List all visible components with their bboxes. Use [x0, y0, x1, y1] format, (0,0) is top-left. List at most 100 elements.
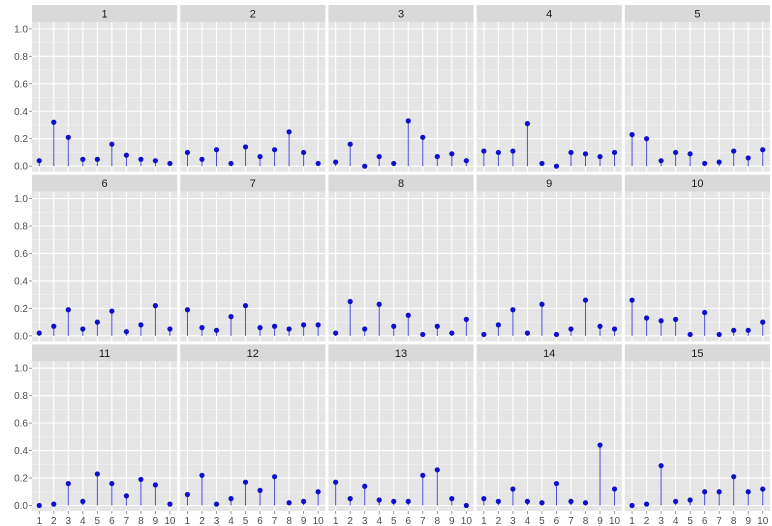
data-point — [405, 498, 411, 504]
data-point — [434, 153, 440, 160]
facet-strip-label: 12 — [247, 348, 259, 360]
data-point — [463, 158, 469, 164]
facet-panel-6: 6 0.0 0.2 0.4 0.6 0.8 1.0 — [14, 174, 178, 342]
facet-strip — [328, 5, 474, 22]
data-point — [362, 326, 368, 332]
data-point — [553, 163, 560, 169]
x-tick-label: 5 — [391, 516, 397, 526]
facet-strip-label: 5 — [694, 9, 700, 21]
data-point — [510, 148, 516, 154]
data-point — [333, 330, 339, 336]
data-point — [463, 316, 469, 322]
data-point — [184, 149, 191, 156]
data-point — [673, 316, 679, 322]
data-point — [495, 498, 501, 504]
x-tick-label: 5 — [243, 516, 249, 526]
data-point — [51, 501, 57, 507]
x-tick-label: 8 — [583, 516, 589, 526]
data-point — [347, 141, 353, 147]
x-tick-label: 1 — [333, 516, 339, 526]
y-tick-label: 0.4 — [14, 276, 28, 287]
panel-background — [180, 361, 326, 511]
data-point — [123, 493, 129, 499]
panel-background — [476, 191, 622, 342]
data-point — [36, 502, 42, 509]
data-point — [80, 498, 86, 504]
facet-panel-15: 15 1 2 3 4 5 6 7 8 9 10 — [624, 344, 770, 526]
x-tick-label: 6 — [554, 516, 560, 526]
y-tick-label: 1.0 — [14, 364, 28, 375]
panel-background — [32, 361, 178, 511]
data-point — [731, 327, 737, 333]
data-point — [481, 148, 487, 154]
data-point — [199, 472, 205, 478]
data-point — [658, 318, 664, 324]
data-point — [539, 500, 545, 506]
data-point — [286, 500, 292, 506]
panel-background — [624, 22, 770, 172]
data-point — [510, 307, 516, 313]
facet-strip-label: 11 — [99, 348, 110, 360]
y-tick-label: 1.0 — [14, 194, 28, 205]
y-tick-label: 0.2 — [14, 134, 28, 145]
data-point — [716, 489, 722, 495]
data-point — [65, 134, 71, 140]
facet-strip — [476, 5, 622, 22]
panel-background — [476, 361, 622, 511]
data-point — [51, 119, 57, 125]
data-point — [213, 501, 220, 507]
x-tick-label: 4 — [228, 516, 234, 526]
data-point — [376, 153, 382, 160]
data-point — [629, 131, 635, 138]
data-point — [199, 156, 205, 162]
facet-strip — [180, 5, 326, 22]
facet-strip — [328, 344, 474, 362]
data-point — [760, 147, 766, 153]
data-point — [582, 151, 589, 157]
data-point — [405, 118, 411, 124]
data-point — [376, 301, 382, 307]
data-point — [286, 326, 292, 332]
y-tick-label: 0.0 — [14, 331, 28, 342]
data-point — [391, 323, 397, 329]
data-point — [568, 498, 574, 504]
data-point — [643, 136, 650, 142]
y-tick-label: 0.4 — [14, 446, 28, 457]
facet-strip-label: 2 — [250, 9, 256, 21]
facet-strip — [476, 174, 622, 192]
data-point — [36, 330, 42, 336]
data-point — [611, 326, 618, 332]
data-point — [213, 147, 220, 153]
facet-strip-label: 1 — [102, 9, 108, 21]
x-tick-label: 3 — [362, 516, 368, 526]
y-tick-label: 0.0 — [14, 162, 28, 173]
data-point — [184, 307, 191, 313]
data-point — [315, 489, 321, 495]
data-point — [745, 155, 751, 161]
x-tick-label: 7 — [420, 516, 426, 526]
data-point — [643, 315, 650, 321]
data-point — [449, 496, 455, 502]
x-tick-label: 3 — [510, 516, 516, 526]
x-tick-label: 9 — [449, 516, 455, 526]
facet-panel-14: 14 1 2 3 4 5 6 7 8 9 10 — [476, 344, 622, 526]
x-tick-label: 10 — [461, 516, 473, 526]
x-tick-label: 1 — [36, 516, 42, 526]
panel-background — [180, 22, 326, 172]
data-point — [391, 160, 397, 167]
data-point — [301, 322, 307, 328]
data-point — [315, 160, 321, 167]
data-point — [286, 129, 292, 135]
x-tick-label: 2 — [644, 516, 650, 526]
data-point — [568, 149, 574, 156]
data-point — [152, 303, 159, 309]
data-point — [184, 491, 191, 498]
data-point — [271, 323, 278, 329]
data-point — [702, 309, 708, 316]
x-tick-label: 3 — [658, 516, 664, 526]
y-tick-label: 0.8 — [14, 221, 28, 232]
y-tick-label: 0.8 — [14, 52, 28, 63]
data-point — [420, 331, 426, 338]
